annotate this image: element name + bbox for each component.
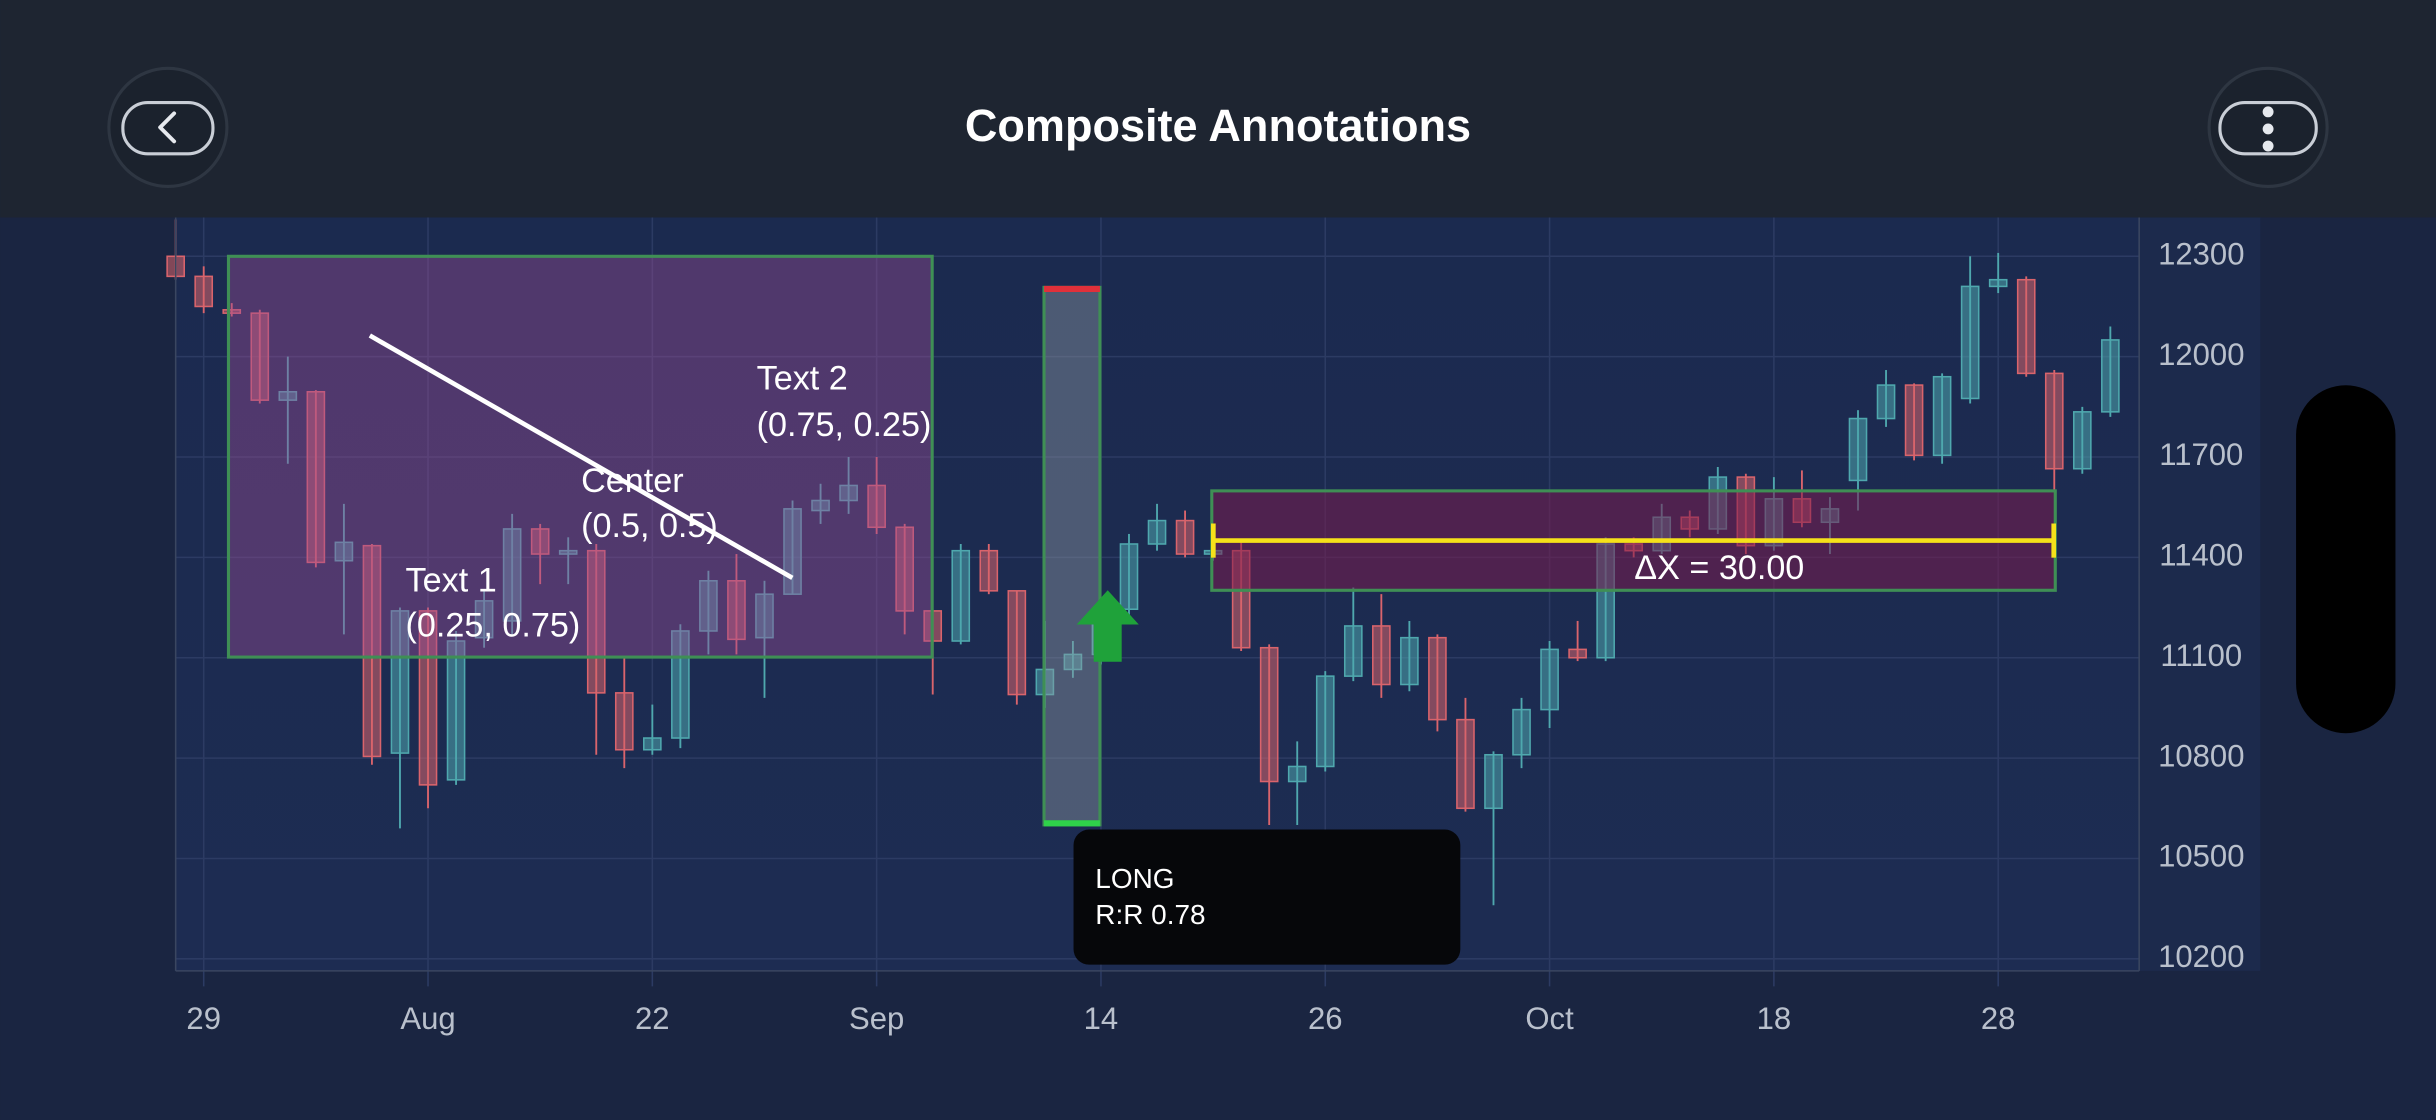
candle-body <box>1147 519 1167 545</box>
menu-button-pill[interactable] <box>2218 100 2318 156</box>
candle-body <box>278 390 298 401</box>
candle-body <box>1428 636 1447 721</box>
candle-body <box>755 593 774 639</box>
candle-body <box>2016 278 2036 375</box>
candles <box>166 219 2120 906</box>
candle-body <box>895 526 914 612</box>
x-tick-label: 18 <box>1757 1001 1792 1036</box>
candle-body <box>390 610 410 754</box>
y-tick-label: 11700 <box>2159 437 2243 472</box>
candle-body <box>727 580 746 641</box>
candle-body <box>1456 718 1475 810</box>
candle-body <box>1932 375 1952 457</box>
candle-body <box>699 580 718 632</box>
y-tick-label: 11100 <box>2160 638 2242 673</box>
candle-body <box>1119 543 1139 611</box>
candle-body <box>643 737 662 751</box>
x-tick-label: Oct <box>1525 1001 1574 1036</box>
y-tick-label: 11400 <box>2159 538 2243 573</box>
position-box <box>1042 285 1102 827</box>
axes: 10200 10500 10800 11100 11400 11700 12000 12300… <box>174 217 2244 1036</box>
candle-body <box>446 640 466 781</box>
annotation-text: (0.25, 0.75) <box>406 607 581 645</box>
candle-body <box>1904 384 1924 457</box>
back-icon[interactable] <box>158 111 177 144</box>
position-label-box <box>1073 829 1461 965</box>
x-tick-label: 26 <box>1308 1001 1343 1036</box>
menu-dot[interactable] <box>2262 123 2274 135</box>
candle-body <box>1259 646 1279 783</box>
candle-body <box>1960 285 1980 400</box>
candle-body <box>1540 648 1559 711</box>
back-button-pill[interactable] <box>121 100 215 156</box>
candle-body <box>474 600 494 639</box>
candle-body <box>1063 653 1083 671</box>
position-label: LONG <box>1095 863 1174 894</box>
back-button-circle[interactable] <box>107 66 229 188</box>
candle-body <box>1343 625 1363 677</box>
candle-body <box>1988 278 2008 288</box>
x-tick-label: 14 <box>1084 1001 1119 1036</box>
candle-body <box>1175 519 1195 555</box>
candle-body <box>334 541 354 562</box>
candle-body <box>2101 339 2120 413</box>
candle-body <box>839 484 858 502</box>
x-tick-label: 28 <box>1981 1001 2016 1036</box>
x-tick-label: Aug <box>400 1001 455 1036</box>
candle-body <box>951 549 971 642</box>
annotation-text: (0.5, 0.5) <box>581 507 718 545</box>
y-tick-label: 12300 <box>2158 236 2244 271</box>
candle-body <box>502 528 522 622</box>
trend-line <box>368 333 794 580</box>
measure-label: ΔX = 30.00 <box>1634 549 1804 587</box>
candle-body <box>530 528 550 555</box>
y-tick-label: 10200 <box>2158 939 2244 974</box>
candle-body <box>418 610 438 786</box>
candle-body <box>1287 765 1307 783</box>
candle-body <box>1400 636 1419 686</box>
candle-body <box>1512 708 1531 756</box>
x-tick-label: 29 <box>186 1001 221 1036</box>
candle-body <box>1007 590 1027 696</box>
annotation-text: Text 1 <box>406 562 497 600</box>
candle-body <box>867 484 886 529</box>
y-axis-area <box>2139 217 2261 971</box>
candle-body <box>194 275 214 308</box>
candle-body <box>1848 417 1868 482</box>
menu-dot[interactable] <box>2262 140 2274 152</box>
position-label: R:R 0.78 <box>1095 899 1205 930</box>
menu-button[interactable] <box>2207 66 2329 188</box>
x-tick-label: Sep <box>849 1001 904 1036</box>
candle-body <box>1876 384 1896 420</box>
candle-body <box>362 544 382 758</box>
candle-body <box>2044 372 2064 470</box>
candle-body <box>1372 625 1391 686</box>
annotation-text: Text 2 <box>757 360 848 398</box>
candle-body <box>614 692 634 751</box>
menu-dot[interactable] <box>2262 106 2274 118</box>
y-tick-label: 12000 <box>2158 337 2244 372</box>
y-tick-label: 10800 <box>2158 738 2244 773</box>
annotation-text: (0.75, 0.25) <box>757 406 932 444</box>
candle-body <box>222 309 242 314</box>
candle-body <box>1568 648 1587 659</box>
x-tick-label: 22 <box>635 1001 670 1036</box>
header <box>0 0 2436 218</box>
page-title: Composite Annotations <box>965 100 1471 151</box>
candle-body <box>306 390 326 564</box>
back-button[interactable] <box>107 66 229 188</box>
candle-body <box>2072 411 2092 470</box>
candle-body <box>1315 675 1335 768</box>
candle-body <box>811 499 830 512</box>
arrow-annotation <box>1076 590 1139 662</box>
side-pill <box>2296 385 2396 734</box>
annotation-text: Center <box>581 462 684 500</box>
candle-body <box>558 549 578 555</box>
candle-body <box>979 549 999 592</box>
candle-body <box>250 312 270 401</box>
y-tick-label: 10500 <box>2158 839 2244 874</box>
candle-body <box>1484 753 1503 810</box>
